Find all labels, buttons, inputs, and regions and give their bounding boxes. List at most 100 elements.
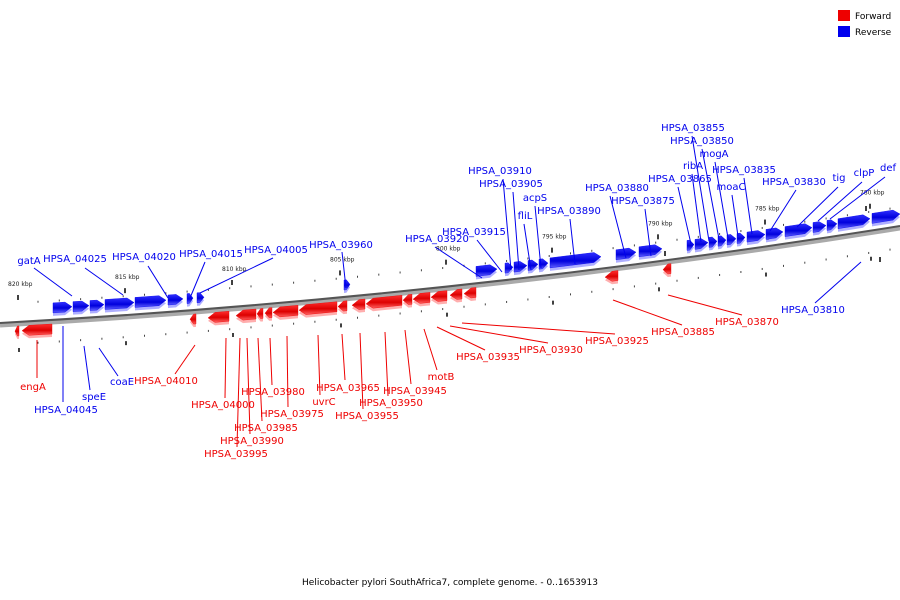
gene-arrow-rev-10[interactable] (504, 262, 514, 277)
gene-arrow-fwd-16[interactable] (463, 287, 477, 301)
gene-label-enga[interactable]: engA (20, 382, 46, 393)
gene-label-motb[interactable]: motB (428, 372, 455, 383)
gene-label-riba[interactable]: ribA (683, 161, 703, 172)
gene-arrow-fwd-11[interactable] (365, 295, 403, 312)
gene-label-gata[interactable]: gatA (17, 256, 40, 267)
gene-labels: engA HPSA_04010 HPSA_04000 HPSA_03995 HPSA_0… (17, 123, 896, 460)
gene-label-hpsa-04000[interactable]: HPSA_04000 (191, 400, 255, 411)
gene-label-moac[interactable]: moaC (717, 182, 746, 193)
gene-arrow-fwd-1[interactable] (14, 325, 20, 339)
leader-line (829, 176, 886, 220)
gene-arrow-rev-2[interactable] (89, 299, 105, 314)
gene-arrow-rev-11[interactable] (513, 261, 528, 276)
gene-label-hpsa-03880[interactable]: HPSA_03880 (585, 183, 649, 194)
gene-arrow-rev-15[interactable] (615, 247, 637, 263)
gene-arrow-rev-27[interactable] (826, 219, 838, 234)
gene-label-hpsa-03950[interactable]: HPSA_03950 (359, 398, 423, 409)
gene-label-hpsa-03980[interactable]: HPSA_03980 (241, 387, 305, 398)
gene-arrow-fwd-8[interactable] (298, 301, 338, 318)
gene-label-hpsa-03925[interactable]: HPSA_03925 (585, 336, 649, 347)
gene-label-acps[interactable]: acpS (523, 193, 547, 204)
gene-arrow-fwd-14[interactable] (430, 290, 448, 305)
gene-arrow-fwd-5[interactable] (256, 308, 264, 322)
gene-arrow-rev-21[interactable] (726, 234, 737, 248)
gene-label-flil[interactable]: fliL (518, 211, 533, 222)
gene-label-hpsa-03990[interactable]: HPSA_03990 (220, 436, 284, 447)
gene-arrow-rev-19[interactable] (708, 236, 718, 251)
gene-arrow-rev-22[interactable] (736, 232, 746, 247)
gene-arrow-fwd-18[interactable] (662, 263, 672, 277)
gene-label-hpsa-04005[interactable]: HPSA_04005 (244, 245, 308, 256)
gene-label-hpsa-04045[interactable]: HPSA_04045 (34, 405, 98, 416)
gene-label-hpsa-03870[interactable]: HPSA_03870 (715, 317, 779, 328)
gene-arrow-fwd-0[interactable] (21, 323, 53, 339)
gene-label-hpsa-03985[interactable]: HPSA_03985 (234, 423, 298, 434)
gene-label-def[interactable]: def (880, 163, 897, 174)
gene-arrow-rev-9[interactable] (475, 264, 498, 280)
gene-arrow-fwd-4[interactable] (235, 308, 257, 324)
leader-line (189, 261, 206, 299)
gene-label-hpsa-04025[interactable]: HPSA_04025 (43, 254, 107, 265)
gene-label-hpsa-03885[interactable]: HPSA_03885 (651, 327, 715, 338)
leader-line (569, 218, 576, 265)
gene-label-hpsa-03850[interactable]: HPSA_03850 (670, 136, 734, 147)
gene-arrow-rev-24[interactable] (765, 227, 784, 243)
gene-label-tig[interactable]: tig (832, 173, 845, 184)
gene-label-spee[interactable]: speE (82, 392, 106, 403)
gene-label-hpsa-04010[interactable]: HPSA_04010 (134, 376, 198, 387)
gene-label-hpsa-03975[interactable]: HPSA_03975 (260, 409, 324, 420)
gene-label-hpsa-03930[interactable]: HPSA_03930 (519, 345, 583, 356)
gene-label-uvrc[interactable]: uvrC (312, 397, 335, 408)
gene-arrow-rev-23[interactable] (746, 230, 766, 246)
gene-label-coae[interactable]: coaE (110, 377, 134, 388)
gene-arrow-rev-29[interactable] (871, 209, 900, 227)
gene-label-hpsa-03905[interactable]: HPSA_03905 (479, 179, 543, 190)
gene-label-clpp[interactable]: clpP (854, 168, 875, 179)
gene-label-moga[interactable]: mogA (699, 149, 728, 160)
gene-label-hpsa-03865[interactable]: HPSA_03865 (648, 174, 712, 185)
gene-arrow-fwd-2[interactable] (189, 313, 197, 328)
gene-arrow-rev-28[interactable] (837, 214, 871, 232)
gene-label-hpsa-03955[interactable]: HPSA_03955 (335, 411, 399, 422)
gene-arrow-fwd-6[interactable] (264, 307, 273, 321)
gene-label-hpsa-03995[interactable]: HPSA_03995 (204, 449, 268, 460)
gene-arrow-rev-3[interactable] (104, 297, 135, 313)
gene-arrow-fwd-3[interactable] (207, 310, 230, 326)
gene-label-hpsa-03915[interactable]: HPSA_03915 (442, 227, 506, 238)
gene-arrow-rev-6[interactable] (186, 293, 194, 307)
gene-label-hpsa-03965[interactable]: HPSA_03965 (316, 383, 380, 394)
gene-label-hpsa-03920[interactable]: HPSA_03920 (405, 234, 469, 245)
gene-arrow-fwd-17[interactable] (604, 270, 619, 285)
gene-label-hpsa-03875[interactable]: HPSA_03875 (611, 196, 675, 207)
gene-arrow-rev-1[interactable] (72, 300, 90, 315)
gene-arrow-fwd-10[interactable] (351, 298, 366, 313)
gene-label-hpsa-04015[interactable]: HPSA_04015 (179, 249, 243, 260)
gene-arrow-rev-20[interactable] (717, 235, 727, 250)
gene-label-hpsa-04020[interactable]: HPSA_04020 (112, 252, 176, 263)
legend-reverse-label: Reverse (855, 28, 892, 38)
gene-label-hpsa-03890[interactable]: HPSA_03890 (537, 206, 601, 217)
gene-arrow-rev-25[interactable] (784, 223, 813, 240)
gene-arrow-fwd-9[interactable] (337, 300, 348, 315)
gene-arrow-rev-7[interactable] (196, 292, 205, 306)
gene-arrow-rev-0[interactable] (52, 301, 73, 316)
gene-label-hpsa-03935[interactable]: HPSA_03935 (456, 352, 520, 363)
gene-arrow-rev-18[interactable] (694, 238, 709, 253)
gene-label-hpsa-03910[interactable]: HPSA_03910 (468, 166, 532, 177)
gene-arrow-rev-17[interactable] (686, 239, 695, 254)
gene-arrow-rev-14[interactable] (549, 252, 602, 271)
gene-label-hpsa-03835[interactable]: HPSA_03835 (712, 165, 776, 176)
gene-label-hpsa-03830[interactable]: HPSA_03830 (762, 177, 826, 188)
gene-label-hpsa-03960[interactable]: HPSA_03960 (309, 240, 373, 251)
gene-label-hpsa-03855[interactable]: HPSA_03855 (661, 123, 725, 134)
gene-arrow-fwd-15[interactable] (449, 288, 463, 303)
gene-arrow-rev-5[interactable] (167, 294, 184, 308)
kbp-label: 785 kbp (755, 206, 780, 213)
gene-arrow-fwd-12[interactable] (402, 294, 413, 308)
gene-label-hpsa-03945[interactable]: HPSA_03945 (383, 386, 447, 397)
gene-arrow-fwd-7[interactable] (272, 305, 299, 320)
gene-label-hpsa-03810[interactable]: HPSA_03810 (781, 305, 845, 316)
gene-arrow-fwd-13[interactable] (412, 292, 431, 307)
gene-arrow-rev-4[interactable] (134, 295, 167, 311)
gene-arrow-rev-26[interactable] (812, 221, 827, 236)
